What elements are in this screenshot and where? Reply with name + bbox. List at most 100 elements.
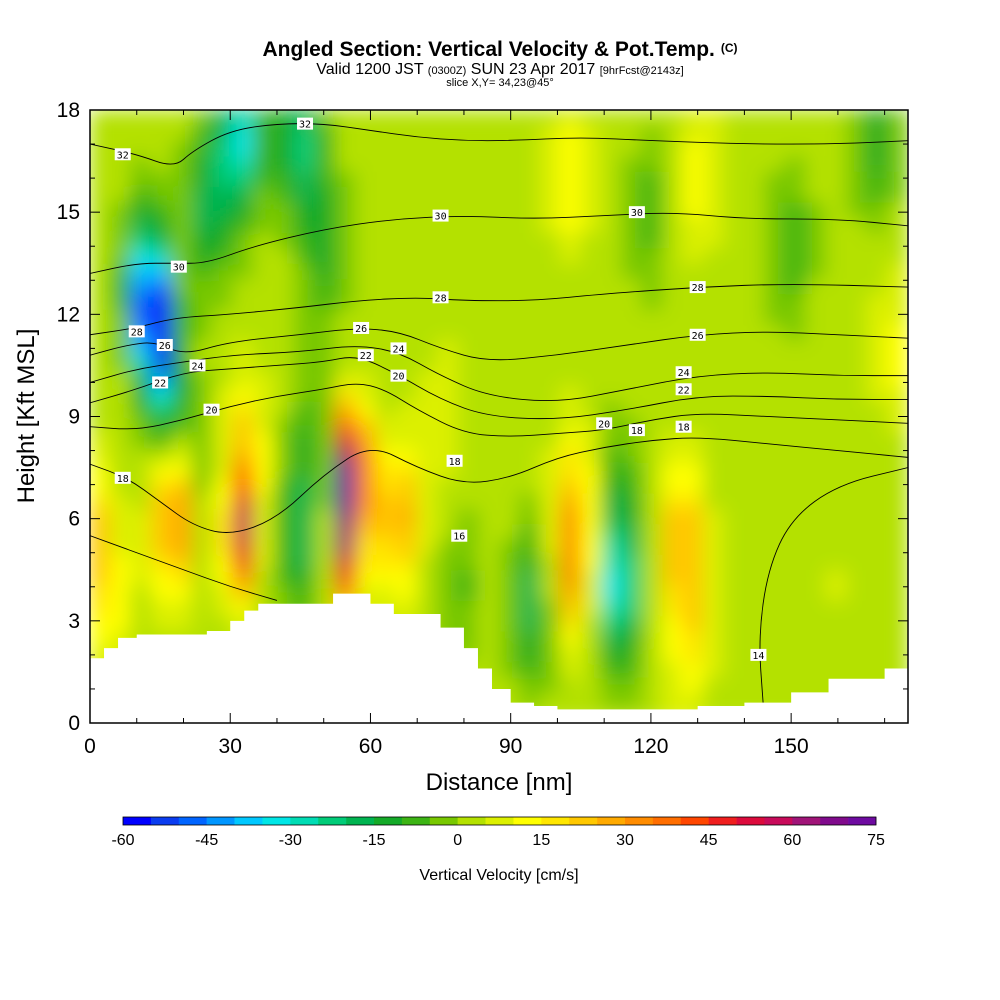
- field-cell: [580, 630, 602, 647]
- field-cell: [846, 553, 868, 571]
- field-cell: [805, 584, 827, 601]
- field-cell: [662, 262, 684, 280]
- field-cell: [396, 400, 418, 417]
- contour-label-box: [446, 454, 463, 467]
- field-cell: [314, 416, 336, 433]
- field-cell: [662, 186, 684, 203]
- field-cell: [887, 339, 908, 356]
- field-cell: [559, 431, 582, 448]
- field-cell: [559, 523, 582, 540]
- colorbar-swatch: [429, 817, 458, 825]
- y-tick-label: 0: [68, 712, 80, 735]
- contour-label-text: 30: [435, 212, 447, 223]
- field-cell: [130, 492, 152, 509]
- field-cell: [518, 247, 541, 264]
- field-cell: [703, 385, 725, 402]
- field-cell: [457, 201, 480, 218]
- field-cell: [805, 416, 827, 433]
- field-cell: [703, 569, 725, 586]
- field-cell: [130, 278, 152, 295]
- field-cell: [743, 661, 766, 678]
- field-cell: [498, 186, 520, 203]
- field-cell: [825, 201, 848, 218]
- field-cell: [805, 385, 827, 402]
- field-cell: [539, 538, 561, 555]
- field-cell: [191, 124, 214, 142]
- field-cell: [90, 278, 111, 295]
- field-cell: [130, 446, 152, 463]
- field-cell: [150, 201, 173, 218]
- field-cell: [539, 186, 561, 203]
- field-cell: [294, 416, 316, 433]
- field-cell: [580, 124, 602, 142]
- contour-label-text: 18: [449, 457, 461, 468]
- field-cell: [805, 155, 827, 172]
- field-cell: [846, 630, 868, 647]
- field-cell: [703, 615, 725, 632]
- contour-label-box: [675, 420, 692, 433]
- field-cell: [662, 507, 684, 525]
- field-cell: [396, 461, 418, 479]
- field-cell: [273, 461, 295, 479]
- field-cell: [846, 278, 868, 295]
- field-cell: [784, 155, 807, 172]
- field-cell: [191, 339, 214, 356]
- field-cell: [887, 400, 908, 417]
- field-cell: [764, 155, 786, 172]
- field-cell: [539, 584, 561, 601]
- contour-label-18: 18: [114, 471, 131, 485]
- field-cell: [846, 247, 868, 264]
- field-cell: [887, 599, 908, 617]
- field-cell: [253, 538, 275, 555]
- field-cell: [232, 216, 255, 234]
- field-cell: [662, 431, 684, 448]
- field-cell: [805, 446, 827, 463]
- field-cell: [866, 416, 889, 433]
- field-cell: [703, 431, 725, 448]
- colorbar-swatch: [401, 817, 431, 825]
- field-cell: [580, 492, 602, 509]
- field-cell: [866, 400, 889, 417]
- field-cell: [703, 201, 725, 218]
- field-cell: [212, 477, 234, 494]
- field-cell: [743, 553, 766, 571]
- field-cell: [130, 186, 152, 203]
- field-cell: [232, 262, 255, 280]
- contour-label-text: 14: [752, 651, 764, 662]
- field-cell: [375, 553, 398, 571]
- field-cell: [253, 140, 275, 157]
- field-cell: [334, 370, 357, 387]
- contour-label-22: 22: [675, 383, 692, 396]
- field-cell: [621, 691, 643, 709]
- field-cell: [171, 446, 193, 463]
- field-cell: [150, 523, 173, 540]
- field-cell: [416, 170, 439, 188]
- field-cell: [846, 370, 868, 387]
- field-cell: [784, 569, 807, 586]
- field-cell: [805, 354, 827, 372]
- field-cell: [150, 507, 173, 525]
- field-cell: [191, 201, 214, 218]
- field-cell: [887, 124, 908, 142]
- field-cell: [273, 416, 295, 433]
- field-cell: [294, 308, 316, 326]
- field-cell: [232, 247, 255, 264]
- field-cell: [294, 538, 316, 555]
- field-cell: [375, 155, 398, 172]
- field-cell: [130, 262, 152, 280]
- field-cell: [764, 507, 786, 525]
- field-cell: [334, 569, 357, 586]
- field-cell: [478, 170, 500, 188]
- field-cell: [355, 477, 377, 494]
- field-cell: [150, 599, 173, 617]
- colorbar-swatch: [541, 817, 570, 825]
- field-cell: [539, 553, 561, 571]
- field-cell: [641, 278, 664, 295]
- field-cell: [375, 324, 398, 341]
- field-cell: [743, 247, 766, 264]
- field-cell: [457, 216, 480, 234]
- field-cell: [518, 262, 541, 280]
- field-cell: [273, 186, 295, 203]
- theta-contour-16: [90, 535, 278, 601]
- field-cell: [621, 661, 643, 678]
